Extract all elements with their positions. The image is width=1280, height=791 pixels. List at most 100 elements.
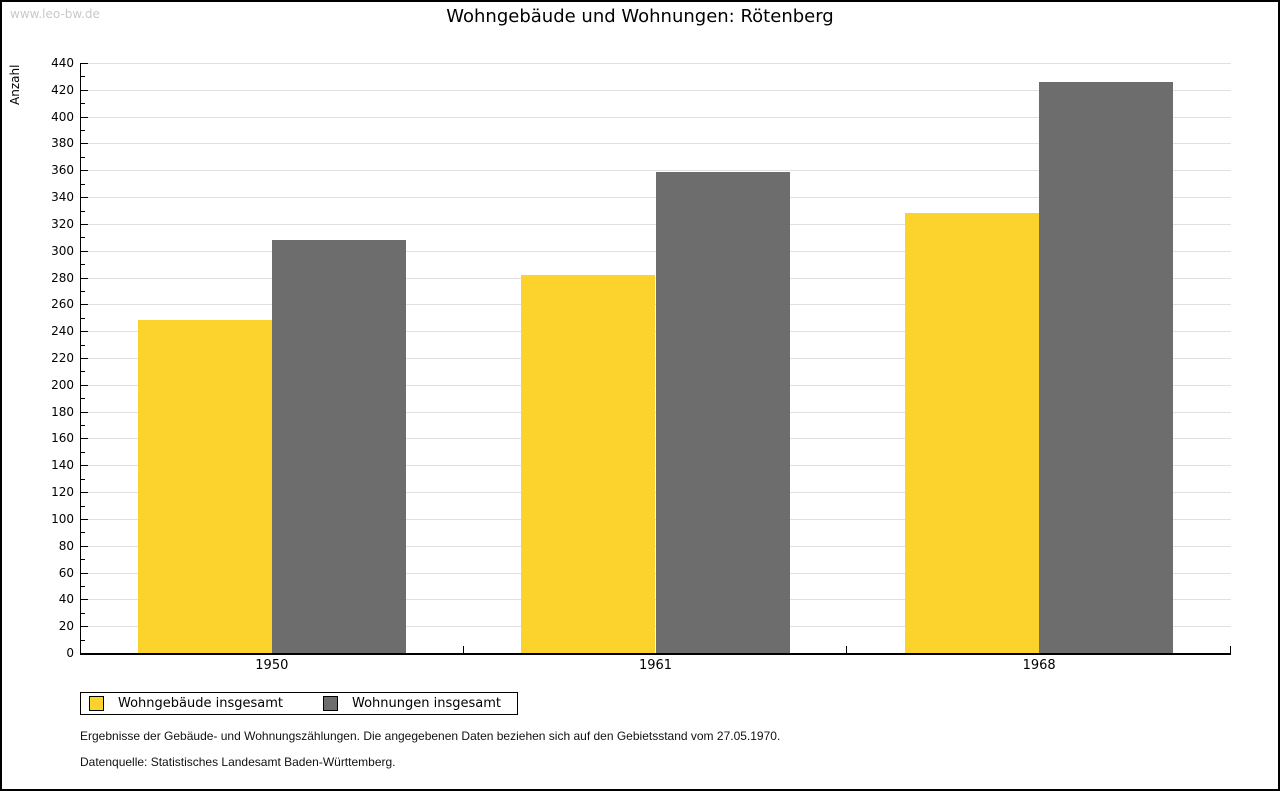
- y-major-tick: [81, 63, 88, 64]
- y-minor-tick: [81, 532, 85, 534]
- legend-label-apartments: Wohnungen insgesamt: [352, 696, 501, 711]
- y-minor-tick: [81, 317, 85, 319]
- y-minor-tick: [81, 237, 85, 239]
- x-axis-label: 1968: [1022, 658, 1056, 673]
- y-major-tick: [81, 599, 88, 601]
- y-tick-label: 320: [51, 216, 74, 231]
- y-tick-label: 160: [51, 431, 74, 446]
- x-axis-label: 1961: [638, 658, 673, 673]
- y-tick-label: 40: [58, 592, 74, 607]
- bar-apartments-1961: [655, 171, 790, 653]
- y-minor-tick: [81, 76, 85, 78]
- y-minor-tick: [81, 156, 85, 158]
- gridline: [80, 63, 1231, 64]
- y-tick-label: 240: [51, 324, 74, 339]
- legend-swatch-apartments-icon: [323, 696, 338, 711]
- y-major-tick: [81, 223, 88, 225]
- bar-apartments-1950: [271, 240, 407, 653]
- y-minor-tick: [81, 559, 85, 561]
- bar-buildings-1950: [137, 320, 272, 653]
- y-minor-tick: [81, 344, 85, 346]
- y-axis-title: Anzahl: [8, 64, 22, 105]
- y-tick-label: 20: [58, 619, 74, 634]
- y-tick-label: 420: [51, 82, 74, 97]
- y-tick-label: 220: [51, 351, 74, 365]
- y-tick-label: 300: [51, 243, 74, 258]
- gridline: [80, 116, 1231, 118]
- y-major-tick: [81, 411, 88, 413]
- footnote-census-info: Ergebnisse der Gebäude- und Wohnungszähl…: [80, 729, 781, 743]
- legend-label-buildings: Wohngebäude insgesamt: [118, 696, 283, 711]
- y-major-tick: [81, 384, 88, 386]
- y-minor-tick: [81, 639, 85, 641]
- y-major-tick: [81, 89, 88, 91]
- y-minor-tick: [81, 478, 85, 480]
- bar-apartments-1968: [1039, 81, 1174, 653]
- y-tick-label: 180: [51, 404, 74, 419]
- bar-buildings-1968: [904, 213, 1040, 653]
- y-major-tick: [81, 170, 88, 172]
- y-minor-tick: [81, 371, 85, 373]
- y-major-tick: [81, 304, 88, 306]
- y-tick-label: 280: [51, 270, 74, 285]
- y-major-tick: [81, 331, 88, 333]
- y-tick-label: 360: [51, 163, 74, 178]
- x-axis-line: [80, 653, 1231, 655]
- gridline: [80, 89, 1231, 91]
- y-major-tick: [81, 358, 88, 359]
- y-minor-tick: [81, 612, 85, 614]
- y-tick-label: 120: [51, 485, 74, 500]
- plot-area: 1950 1961 1968 0 20 40 60 80 100 120 140 160 180 200 2…: [51, 56, 1231, 673]
- y-tick-label: 260: [51, 297, 74, 312]
- y-minor-tick: [81, 398, 85, 400]
- y-major-tick: [81, 277, 88, 279]
- y-minor-tick: [81, 264, 85, 266]
- y-minor-tick: [81, 425, 85, 427]
- y-tick-label: 0: [66, 646, 74, 660]
- y-tick-label: 60: [58, 565, 74, 580]
- y-major-tick: [81, 250, 88, 252]
- y-tick-label: 380: [51, 136, 74, 151]
- y-minor-tick: [81, 505, 85, 507]
- y-major-tick: [81, 626, 88, 628]
- footnote-data-source: Datenquelle: Statistisches Landesamt Bad…: [80, 755, 396, 769]
- y-minor-tick: [81, 103, 85, 105]
- legend: Wohngebäude insgesamt Wohnungen insgesam…: [80, 692, 518, 715]
- x-axis-label: 1950: [255, 658, 289, 673]
- x-boundary-tick: [846, 646, 848, 653]
- bar-buildings-1961: [521, 274, 656, 653]
- y-minor-tick: [81, 183, 85, 185]
- y-minor-tick: [81, 451, 85, 453]
- y-major-tick: [81, 465, 88, 467]
- y-tick-label: 340: [51, 190, 74, 205]
- y-major-tick: [81, 518, 88, 520]
- y-minor-tick: [81, 210, 85, 212]
- y-tick-label: 200: [51, 377, 74, 392]
- y-minor-tick: [81, 585, 85, 587]
- y-tick-label: 100: [51, 511, 74, 526]
- legend-swatch-buildings-icon: [89, 696, 104, 711]
- y-major-tick: [81, 116, 88, 118]
- y-tick-label: 80: [58, 538, 74, 553]
- y-major-tick: [81, 572, 88, 574]
- y-major-tick: [81, 438, 88, 440]
- y-major-tick: [81, 143, 88, 145]
- gridline: [80, 143, 1231, 145]
- y-minor-tick: [81, 290, 85, 292]
- y-major-tick: [81, 197, 88, 199]
- watermark: www.leo-bw.de: [10, 7, 100, 21]
- x-boundary-tick: [462, 646, 464, 653]
- y-axis-line: [80, 63, 81, 653]
- gridline: [80, 170, 1231, 172]
- x-boundary-tick: [1230, 646, 1231, 653]
- y-minor-tick: [81, 130, 85, 132]
- chart-title: Wohngebäude und Wohnungen: Rötenberg: [446, 6, 834, 27]
- y-tick-label: 440: [51, 56, 74, 70]
- y-major-tick: [81, 492, 88, 494]
- y-tick-label: 400: [51, 109, 74, 124]
- y-major-tick: [81, 545, 88, 547]
- legend-item-apartments: Wohnungen insgesamt: [323, 696, 501, 711]
- legend-item-buildings: Wohngebäude insgesamt: [89, 696, 283, 711]
- y-tick-label: 140: [51, 458, 74, 473]
